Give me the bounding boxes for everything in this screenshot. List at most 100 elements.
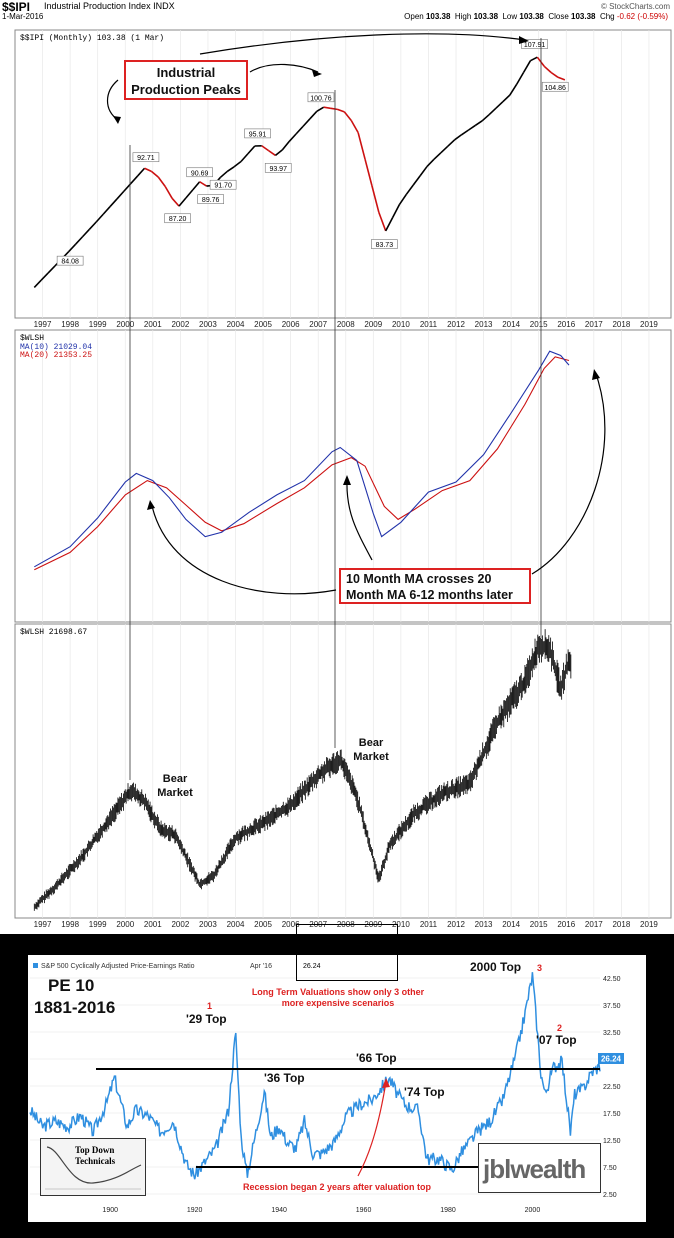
x-tick-label: 2017 bbox=[585, 320, 603, 329]
ipi-segment bbox=[40, 272, 49, 281]
ipi-segment bbox=[357, 132, 366, 160]
pe-legend-label: S&P 500 Cyclically Adjusted Price-Earnin… bbox=[41, 963, 195, 970]
pe-legend-value: 26.24 bbox=[303, 963, 321, 970]
ipi-segment bbox=[164, 186, 173, 199]
ma20-line bbox=[34, 356, 570, 571]
ipi-segment bbox=[137, 167, 146, 177]
ipi-segment bbox=[109, 198, 118, 208]
ipi-segment bbox=[385, 217, 394, 232]
ipi-segment bbox=[543, 65, 552, 74]
ipi-segment bbox=[171, 197, 180, 207]
ipi-value-box bbox=[244, 128, 271, 139]
ipi-segment bbox=[88, 221, 97, 230]
ipi-segment bbox=[144, 167, 152, 173]
ipi-segment bbox=[302, 118, 311, 127]
x-tick-label: 2007 bbox=[309, 320, 327, 329]
ipi-value-label: 104.86 bbox=[545, 85, 567, 92]
ipi-value-box bbox=[307, 92, 335, 103]
ipi-value-label: 83.73 bbox=[376, 242, 394, 249]
ipi-segment bbox=[426, 158, 435, 167]
ipi-value-label: 92.71 bbox=[137, 155, 155, 162]
ipi-value-box bbox=[521, 39, 548, 49]
pe-y-tick-label: 32.50 bbox=[603, 1030, 621, 1037]
ipi-segment bbox=[274, 149, 283, 157]
arrow-to-2014-peak bbox=[199, 33, 526, 55]
ipi-segment bbox=[268, 149, 276, 157]
ipi-value-label: 91.70 bbox=[214, 183, 232, 190]
vertical-peak-lines bbox=[129, 38, 542, 780]
ipi-segment bbox=[522, 60, 532, 73]
pe-legend-date: Apr '16 bbox=[250, 963, 272, 970]
ipi-segment bbox=[371, 185, 380, 213]
x-tick-label: 2003 bbox=[199, 320, 217, 329]
top-label-36: '36 Top bbox=[264, 1071, 305, 1085]
x-tick-label: 2002 bbox=[171, 320, 189, 329]
ipi-segment bbox=[219, 170, 228, 179]
ipi-segment bbox=[378, 212, 387, 232]
pe-x-tick-label: 1900 bbox=[102, 1207, 118, 1214]
x-tick-label: 2016 bbox=[557, 920, 575, 929]
logo-curve-icon bbox=[45, 1146, 142, 1190]
ipi-segment bbox=[433, 152, 442, 160]
ipi-legend: $$IPI (Monthly) 103.38 (1 Mar) bbox=[20, 34, 164, 43]
ipi-value-label: 95.91 bbox=[249, 131, 267, 138]
ipi-value-box bbox=[264, 163, 292, 173]
ipi-value-label: 87.20 bbox=[169, 216, 187, 223]
ipi-value-label: 93.97 bbox=[269, 166, 287, 173]
x-tick-label: 2012 bbox=[447, 920, 465, 929]
pe-y-tick-label: 22.50 bbox=[603, 1084, 621, 1091]
x-tick-label: 2000 bbox=[116, 320, 134, 329]
x-tick-label: 2013 bbox=[475, 320, 493, 329]
top-down-technicals-logo: Top Down Technicals bbox=[40, 1138, 146, 1196]
arrow-to-2007-peak bbox=[249, 63, 319, 73]
ipi-segment bbox=[281, 140, 290, 151]
ipi-segment bbox=[481, 114, 490, 122]
x-tick-label: 2011 bbox=[420, 920, 438, 929]
pe-x-tick-label: 1960 bbox=[356, 1207, 372, 1214]
x-tick-label: 1998 bbox=[61, 320, 79, 329]
ipi-value-box bbox=[371, 239, 398, 249]
pe-legend-swatch bbox=[33, 963, 38, 968]
x-tick-label: 2018 bbox=[612, 320, 630, 329]
ipi-segment bbox=[68, 243, 77, 253]
x-tick-label: 1999 bbox=[89, 320, 107, 329]
arrow-to-2015-cross bbox=[531, 373, 606, 575]
x-tick-label: 2011 bbox=[420, 320, 438, 329]
pe-y-tick-label: 42.50 bbox=[603, 976, 621, 983]
ipi-segment bbox=[261, 145, 270, 152]
recession-note: Recession began 2 years after valuation … bbox=[242, 1182, 432, 1192]
ipi-segment bbox=[467, 124, 476, 131]
ipi-segment bbox=[330, 107, 338, 111]
ipi-value-label: 84.08 bbox=[61, 259, 79, 266]
ipi-value-box bbox=[186, 167, 213, 178]
x-tick-label: 2004 bbox=[227, 920, 245, 929]
ipi-peaks-callout: Industrial Production Peaks bbox=[124, 60, 248, 100]
pe-y-tick-label: 37.50 bbox=[603, 1003, 621, 1010]
ipi-value-label: 107.91 bbox=[524, 42, 546, 49]
index-name: Industrial Production Index INDX bbox=[44, 1, 175, 11]
chart-header: $$IPI Industrial Production Index INDX 1… bbox=[0, 0, 674, 24]
annotation-arrows bbox=[106, 33, 606, 595]
arrow-to-2008-cross bbox=[346, 479, 373, 561]
x-tick-label: 2004 bbox=[227, 320, 245, 329]
x-tick-label: 2006 bbox=[282, 320, 300, 329]
x-tick-label: 2009 bbox=[364, 320, 382, 329]
pe-x-tick-label: 2000 bbox=[525, 1207, 541, 1214]
ipi-segment bbox=[81, 228, 91, 238]
x-tick-label: 2016 bbox=[557, 320, 575, 329]
ma10-legend: MA(10) 21029.04 bbox=[20, 343, 92, 352]
ma-cross-callout: 10 Month MA crosses 20 Month MA 6-12 mon… bbox=[339, 568, 531, 604]
x-tick-label: 2010 bbox=[392, 920, 410, 929]
ipi-segment bbox=[337, 108, 345, 113]
logo-text: jblwealth bbox=[483, 1154, 586, 1184]
x-tick-label: 2012 bbox=[447, 320, 465, 329]
ipi-segment bbox=[447, 139, 456, 147]
wlsh-panel: $WLSH 21698.67 1997 1998 1999 2000 2001 2002 20… bbox=[14, 623, 672, 929]
ipi-segment bbox=[185, 189, 194, 199]
x-tick-label: 2005 bbox=[254, 320, 272, 329]
top-num-29: 1 bbox=[207, 1001, 213, 1011]
pe-current-badge bbox=[598, 1053, 624, 1064]
ohlc-readout: Open 103.38 High 103.38 Low 103.38 Close… bbox=[404, 12, 668, 21]
ipi-segment bbox=[192, 181, 201, 191]
chart-date: 1-Mar-2016 bbox=[2, 12, 44, 21]
